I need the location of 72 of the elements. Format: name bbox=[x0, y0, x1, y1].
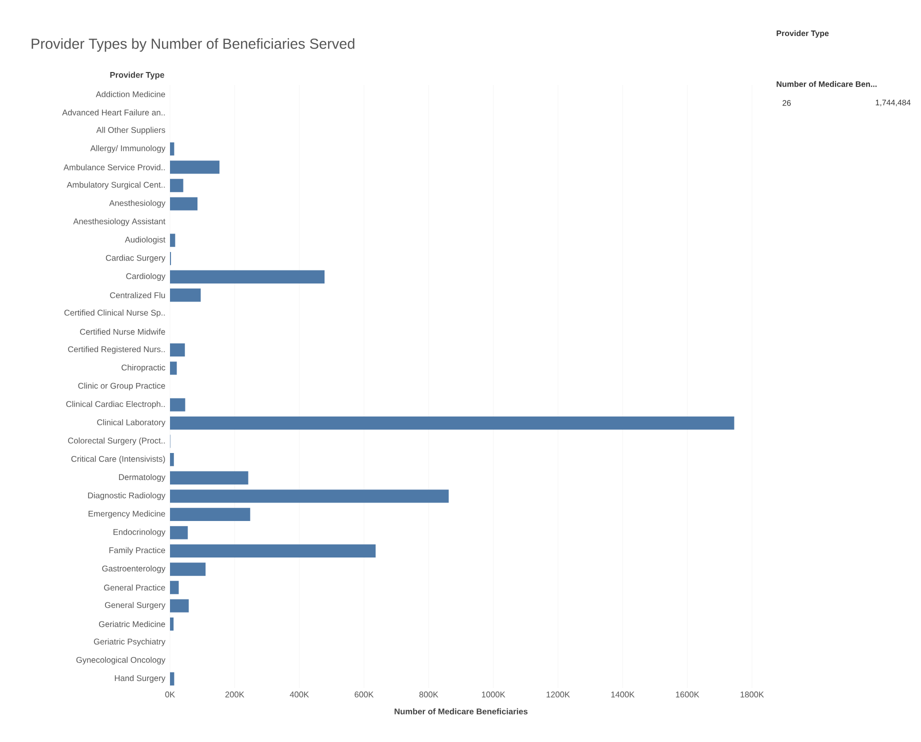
bar bbox=[170, 490, 449, 503]
y-tick-label: Diagnostic Radiology bbox=[88, 492, 166, 500]
y-tick-label: Geriatric Medicine bbox=[99, 621, 166, 628]
y-tick-label: All Other Suppliers bbox=[96, 126, 166, 135]
y-tick-label: Clinical Laboratory bbox=[97, 419, 166, 427]
y-tick-label: Endocrinology bbox=[114, 528, 166, 537]
bar bbox=[170, 416, 734, 430]
x-tick-label: 0K bbox=[165, 692, 175, 698]
text: 26 bbox=[782, 100, 791, 106]
y-tick-label: Certified Nurse Midwife bbox=[80, 328, 166, 335]
y-tick-label: Geriatric Psychiatry bbox=[94, 638, 166, 646]
x-tick-label: 200K bbox=[225, 692, 244, 698]
bar bbox=[170, 562, 206, 576]
y-tick-label: Anesthesiology bbox=[109, 200, 166, 208]
bar bbox=[170, 526, 188, 540]
x-tick-label: 1200K bbox=[546, 692, 570, 698]
y-tick-label: Chiropractic bbox=[122, 364, 166, 372]
bar bbox=[170, 508, 250, 521]
x-tick-label: 1400K bbox=[611, 692, 635, 698]
bar bbox=[170, 343, 185, 357]
y-tick-label: General Surgery bbox=[104, 602, 166, 610]
y-tick-label: Gynecological Oncology bbox=[76, 656, 166, 664]
y-tick-label: Clinic or Group Practice bbox=[78, 382, 166, 390]
chart-title: Provider Types by Number of Beneficiaries Served bbox=[32, 38, 354, 52]
y-tick-label: Cardiology bbox=[126, 273, 166, 281]
bar bbox=[170, 580, 179, 594]
text: 1,744,484 bbox=[876, 100, 911, 106]
bar bbox=[170, 617, 174, 631]
y-tick-label: Certified Clinical Nurse Sp.. bbox=[64, 310, 165, 318]
y-tick-label: Critical Care (Intensivists) bbox=[71, 456, 165, 464]
bar bbox=[170, 599, 189, 612]
x-tick-label: 1600K bbox=[676, 692, 700, 698]
y-axis-title: Provider Type bbox=[110, 72, 164, 80]
y-tick-label: Advanced Heart Failure an.. bbox=[62, 109, 165, 116]
y-tick-label: Centralized Flu bbox=[110, 292, 165, 298]
y-tick-label: Ambulatory Surgical Cent.. bbox=[66, 182, 165, 190]
bar bbox=[170, 398, 186, 412]
y-tick-label: Family Practice bbox=[109, 547, 166, 555]
bar bbox=[170, 288, 201, 302]
y-tick-label: Colorectal Surgery (Proct.. bbox=[68, 437, 165, 446]
bar bbox=[170, 234, 176, 247]
y-tick-label: Audiologist bbox=[124, 236, 166, 244]
x-tick-label: 400K bbox=[290, 692, 309, 698]
bar bbox=[170, 270, 325, 284]
y-tick-label: Gastroenterology bbox=[102, 565, 166, 574]
bar bbox=[170, 160, 220, 174]
y-tick-label: Addiction Medicine bbox=[96, 91, 166, 98]
y-tick-label: General Practice bbox=[104, 584, 166, 591]
x-tick-label: 1800K bbox=[740, 692, 764, 698]
y-tick-label: Dermatology bbox=[119, 474, 166, 482]
text: Provider Type bbox=[776, 30, 829, 38]
x-axis-title: Number of Medicare Beneficiaries bbox=[394, 708, 528, 714]
y-tick-label: Emergency Medicine bbox=[88, 510, 166, 518]
x-tick-label: 800K bbox=[419, 692, 438, 698]
y-tick-label: Anesthesiology Assistant bbox=[73, 218, 166, 226]
y-tick-label: Hand Surgery bbox=[114, 675, 166, 683]
y-tick-label: Ambulance Service Provid.. bbox=[64, 164, 165, 170]
x-tick-label: 600K bbox=[354, 692, 374, 698]
bar bbox=[170, 362, 177, 375]
y-tick-label: Certified Registered Nurs.. bbox=[68, 346, 165, 354]
x-tick-label: 1000K bbox=[482, 692, 506, 698]
bar bbox=[170, 178, 184, 192]
y-tick-label: Allergy/ Immunology bbox=[90, 145, 166, 153]
y-tick-label: Clinical Cardiac Electroph.. bbox=[66, 400, 165, 409]
y-tick-label: Cardiac Surgery bbox=[106, 254, 166, 262]
bar bbox=[170, 197, 198, 210]
bar bbox=[170, 471, 248, 484]
bar bbox=[170, 544, 376, 558]
bar bbox=[170, 672, 174, 686]
bar bbox=[170, 142, 174, 156]
text: Number of Medicare Ben... bbox=[776, 81, 877, 87]
bar bbox=[170, 453, 174, 466]
